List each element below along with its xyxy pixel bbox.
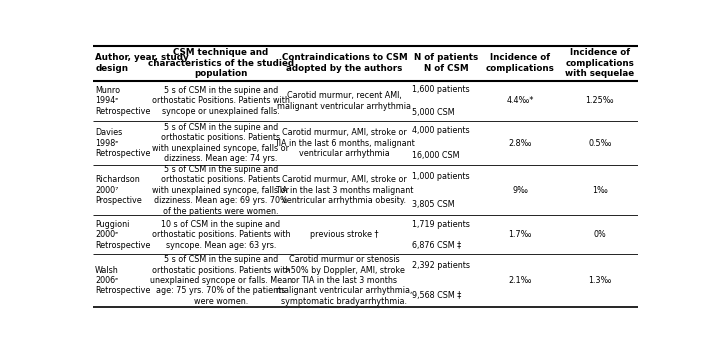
Text: 0%: 0%: [593, 230, 606, 239]
Text: 1,719 patients: 1,719 patients: [412, 220, 469, 229]
Text: 9,568 CSM ‡: 9,568 CSM ‡: [412, 291, 461, 300]
Text: Carotid murmur, recent AMI,
malignant ventricular arrhythmia: Carotid murmur, recent AMI, malignant ve…: [277, 91, 411, 111]
Text: Author, year, study
design: Author, year, study design: [95, 54, 189, 73]
Text: Walsh
2006ᵉ
Retrospective: Walsh 2006ᵉ Retrospective: [95, 266, 150, 295]
Text: 6,876 CSM ‡: 6,876 CSM ‡: [412, 241, 461, 251]
Text: Carotid murmur, AMI, stroke or
TIA in the last 3 months malignant
ventricular ar: Carotid murmur, AMI, stroke or TIA in th…: [275, 175, 413, 205]
Text: previous stroke †: previous stroke †: [310, 230, 379, 239]
Text: Richardson
2000⁷
Prospective: Richardson 2000⁷ Prospective: [95, 175, 142, 205]
Text: 1.7‰: 1.7‰: [508, 230, 532, 239]
Text: 1.25‰: 1.25‰: [586, 97, 614, 106]
Text: 9‰: 9‰: [512, 186, 528, 195]
Text: Davies
1998ᵉ
Retrospective: Davies 1998ᵉ Retrospective: [95, 128, 150, 158]
Text: 4,000 patients: 4,000 patients: [412, 126, 469, 135]
Text: CSM technique and
characteristics of the studied
population: CSM technique and characteristics of the…: [147, 48, 294, 78]
Text: 3,805 CSM: 3,805 CSM: [412, 200, 454, 209]
Text: 1,600 patients: 1,600 patients: [412, 85, 469, 94]
Text: 5 s of CSM in the supine and
orthostatic positions. Patients
with unexplained sy: 5 s of CSM in the supine and orthostatic…: [152, 165, 289, 216]
Text: 2,392 patients: 2,392 patients: [412, 261, 470, 270]
Text: Incidence of
complications
with sequelae: Incidence of complications with sequelae: [565, 48, 635, 78]
Text: 4.4‰*: 4.4‰*: [506, 97, 534, 106]
Text: 1,000 patients: 1,000 patients: [412, 172, 469, 181]
Text: Contraindications to CSM
adopted by the authors: Contraindications to CSM adopted by the …: [281, 54, 407, 73]
Text: 2.8‰: 2.8‰: [508, 139, 532, 148]
Text: 5,000 CSM: 5,000 CSM: [412, 108, 454, 117]
Text: 1.3‰: 1.3‰: [588, 276, 612, 285]
Text: 10 s of CSM in the supine and
orthostatic positions. Patients with
syncope. Mean: 10 s of CSM in the supine and orthostati…: [152, 220, 290, 250]
Text: Incidence of
complications: Incidence of complications: [486, 54, 554, 73]
Text: Puggioni
2000ᵉ
Retrospective: Puggioni 2000ᵉ Retrospective: [95, 220, 150, 250]
Text: 2.1‰: 2.1‰: [508, 276, 532, 285]
Text: 5 s of CSM in the supine and
orthostatic Positions. Patients with
syncope or une: 5 s of CSM in the supine and orthostatic…: [152, 86, 290, 116]
Text: Munro
1994ᵉ
Retrospective: Munro 1994ᵉ Retrospective: [95, 86, 150, 116]
Text: N of patients
N of CSM: N of patients N of CSM: [414, 54, 478, 73]
Text: Carotid murmur, AMI, stroke or
TIA in the last 6 months, malignant
ventricular a: Carotid murmur, AMI, stroke or TIA in th…: [274, 128, 415, 158]
Text: 1‰: 1‰: [592, 186, 608, 195]
Text: 16,000 CSM: 16,000 CSM: [412, 151, 459, 160]
Text: Carotid murmur or stenosis
>50% by Doppler, AMI, stroke
or TIA in the last 3 mon: Carotid murmur or stenosis >50% by Doppl…: [277, 255, 413, 306]
Text: 5 s of CSM in the supine and
orthostatic positions. Patients with
unexplained sy: 5 s of CSM in the supine and orthostatic…: [150, 255, 292, 306]
Text: 0.5‰: 0.5‰: [588, 139, 612, 148]
Text: 5 s of CSM in the supine and
orthostatic positions. Patients
with unexplained sy: 5 s of CSM in the supine and orthostatic…: [152, 123, 289, 163]
